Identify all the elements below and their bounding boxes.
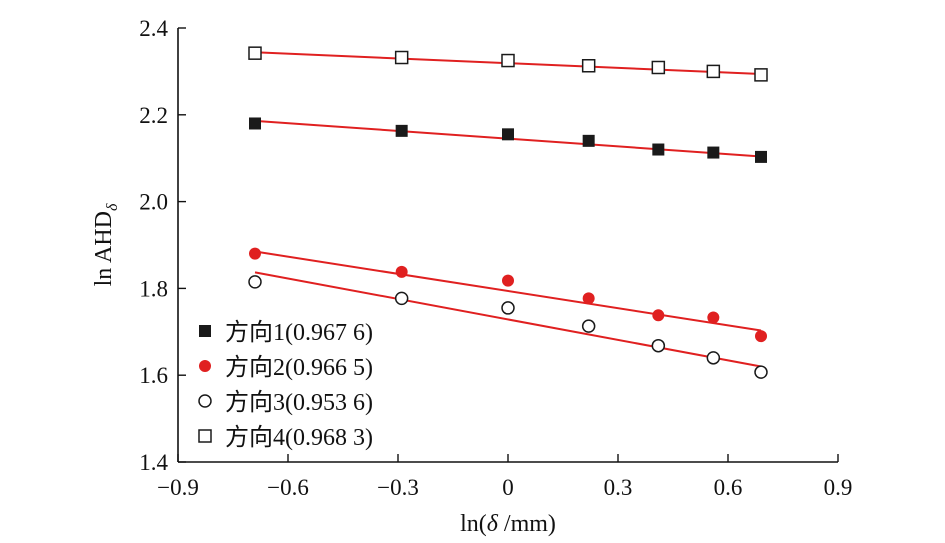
x-tick-label: −0.3 xyxy=(377,475,419,500)
x-tick-label: 0.9 xyxy=(824,475,853,500)
x-tick-label: 0 xyxy=(502,475,514,500)
data-point-series-3 xyxy=(706,351,721,365)
x-tick-label: 0.6 xyxy=(714,475,743,500)
data-point-series-2 xyxy=(249,247,261,260)
data-point-series-1 xyxy=(582,134,595,147)
y-tick-label: 2.2 xyxy=(139,103,168,128)
x-ticks: −0.9 −0.6 −0.3 0 0.3 0.6 0.9 xyxy=(157,454,852,500)
data-point-series-1 xyxy=(395,124,408,137)
data-point-series-3 xyxy=(248,275,262,289)
data-point-series-2 xyxy=(502,274,514,287)
plot-area: −0.9 −0.6 −0.3 0 0.3 0.6 0.9 1.4 1.6 1.8 2.0 2.2 2.… xyxy=(139,16,852,500)
data-point-series-2 xyxy=(395,265,408,278)
data-point-series-3 xyxy=(581,319,596,333)
x-tick-label: −0.6 xyxy=(267,475,309,500)
y-tick-label: 1.6 xyxy=(139,363,168,388)
y-tick-label: 1.8 xyxy=(139,276,168,301)
data-point-series-4 xyxy=(754,68,768,82)
legend-marker-series-1 xyxy=(199,325,211,337)
data-point-series-4 xyxy=(248,46,262,60)
data-point-series-3 xyxy=(394,291,409,306)
legend-marker-series-4 xyxy=(198,429,212,443)
y-ticks: 1.4 1.6 1.8 2.0 2.2 2.4 xyxy=(139,16,186,475)
y-tick-label: 2.0 xyxy=(139,190,168,215)
y-tick-label: 1.4 xyxy=(139,450,168,475)
x-axis-title: ln(δ /mm) xyxy=(460,511,556,537)
data-point-series-4 xyxy=(394,50,409,65)
data-markers xyxy=(248,46,768,379)
data-point-series-2 xyxy=(755,330,767,343)
legend-label-series-3: 方向3(0.953 6) xyxy=(225,389,373,416)
y-tick-label: 2.4 xyxy=(139,16,168,41)
x-tick-label: 0.3 xyxy=(604,475,633,500)
legend-label-series-4: 方向4(0.968 3) xyxy=(225,424,373,451)
legend-marker-series-2 xyxy=(199,360,211,372)
data-point-series-4 xyxy=(581,59,596,73)
y-axis-title: ln AHDδ xyxy=(91,203,121,286)
data-point-series-2 xyxy=(707,311,720,324)
data-point-series-3 xyxy=(754,365,768,379)
data-point-series-3 xyxy=(501,301,515,315)
data-point-series-2 xyxy=(582,292,595,305)
data-point-series-1 xyxy=(502,128,514,141)
legend-label-series-2: 方向2(0.966 5) xyxy=(225,354,373,381)
x-tick-label: −0.9 xyxy=(157,475,199,500)
data-point-series-4 xyxy=(651,60,666,75)
fit-line-series-3 xyxy=(254,271,762,368)
data-point-series-4 xyxy=(706,64,721,79)
legend-marker-series-3 xyxy=(198,394,212,408)
legend: 方向1(0.967 6) 方向2(0.966 5) 方向3(0.953 6) 方向4(… xyxy=(198,319,373,451)
data-point-series-2 xyxy=(652,309,665,322)
data-point-series-1 xyxy=(652,143,665,156)
data-point-series-4 xyxy=(501,53,515,68)
legend-label-series-1: 方向1(0.967 6) xyxy=(225,319,373,346)
fit-line-series-2 xyxy=(254,250,762,332)
data-point-series-1 xyxy=(707,146,720,159)
data-point-series-1 xyxy=(249,117,261,130)
data-point-series-1 xyxy=(755,150,767,163)
data-point-series-3 xyxy=(651,338,666,353)
